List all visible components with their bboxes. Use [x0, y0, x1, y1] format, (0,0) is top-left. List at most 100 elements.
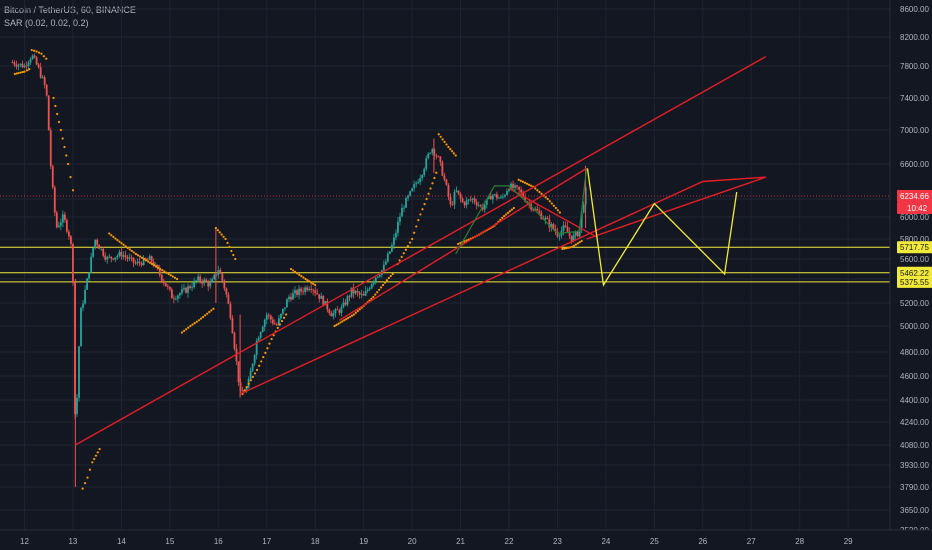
candle-body [128, 257, 131, 259]
candle-body [284, 307, 286, 309]
price-tick-label: 4800.00 [900, 348, 929, 357]
sar-dot [450, 150, 454, 153]
sar-dot [61, 137, 64, 140]
sar-dot [35, 50, 38, 53]
sar-dot [157, 266, 160, 269]
sar-dot [185, 328, 188, 331]
sar-dot [306, 279, 309, 282]
candle-body [253, 355, 256, 364]
candle-body [451, 204, 454, 206]
candle-body [21, 63, 24, 68]
sar-dot [354, 311, 357, 314]
sar-dot [568, 246, 572, 249]
sar-dot [419, 213, 422, 216]
sar-dot [280, 319, 284, 323]
sar-dot [146, 260, 150, 263]
green-wave-pattern [455, 168, 588, 255]
candle-body [219, 270, 222, 274]
sar-dot [264, 351, 267, 354]
sar-dot [182, 329, 186, 332]
trend-line [339, 167, 587, 321]
drawings[interactable] [75, 55, 767, 446]
candle-body [554, 229, 557, 232]
candle-body [158, 268, 161, 275]
candle-body [51, 166, 54, 188]
sar-dot [548, 200, 551, 203]
candle-body [144, 258, 147, 260]
price-tick-label: 7800.00 [900, 62, 929, 71]
candle-body [53, 187, 56, 213]
sar-dot [439, 135, 442, 138]
time-tick-label: 22 [505, 537, 514, 546]
sar-dot [116, 239, 119, 242]
sar-dot [427, 192, 430, 195]
price-tick-label: 5800.00 [900, 235, 929, 244]
candle-body [195, 280, 197, 282]
sar-dot [136, 254, 140, 257]
sar-dot [88, 468, 92, 471]
price-tick-label: 7000.00 [900, 126, 929, 135]
sar-dot [201, 315, 205, 319]
candle-body [37, 64, 40, 68]
sar-dot [347, 316, 350, 320]
sar-dot [454, 154, 457, 157]
sar-dot [530, 184, 533, 187]
sar-dot [300, 275, 303, 278]
candle-body [439, 156, 442, 163]
candle-body [203, 279, 206, 284]
candle-body [538, 210, 541, 213]
candle-body [473, 198, 476, 203]
candle-body [251, 363, 254, 371]
sar-dot [400, 255, 403, 258]
candle-body [415, 183, 418, 185]
candle-body [310, 288, 313, 290]
candle-body [445, 179, 448, 185]
sar-dot [142, 257, 146, 261]
candle-body [275, 324, 278, 326]
time-tick-label: 18 [311, 537, 320, 546]
sar-dot [208, 310, 211, 314]
candle-body [463, 202, 466, 206]
candle-body [259, 332, 262, 338]
level-price-tag-bg [897, 241, 932, 254]
sar-dot [52, 96, 55, 100]
sar-dot [165, 271, 168, 274]
time-tick-label: 20 [408, 537, 417, 546]
sar-dot [445, 143, 448, 146]
candle-body [477, 205, 480, 207]
candle-body [63, 214, 66, 220]
candle-body [249, 370, 252, 380]
sar-dot [302, 276, 305, 279]
level-price-tag-bg [897, 266, 932, 279]
sar-dot [93, 457, 96, 461]
candle-body [338, 310, 341, 313]
candle-body [47, 95, 50, 131]
time-tick-label: 17 [262, 537, 271, 546]
candle-body [485, 198, 488, 205]
candle-body [348, 296, 351, 298]
sar-dot [404, 248, 407, 251]
time-axis[interactable]: 12 13 14 15 16 17 18 19 20 21 22 23 24 25 26 27 28 29 [0, 529, 932, 550]
candle-body [96, 239, 99, 245]
candle-body [43, 77, 46, 85]
candle-body [397, 221, 399, 233]
candle-body [405, 198, 407, 208]
sar-dot [525, 182, 529, 185]
candle-body [292, 293, 294, 300]
sar-dot [122, 243, 125, 246]
sar-dot [556, 209, 559, 212]
sar-dot [222, 235, 225, 238]
price-tick-label: 8200.00 [900, 33, 929, 42]
candle-body [441, 162, 444, 176]
price-axis[interactable]: 3520.003650.003790.003930.004080.004240.… [889, 0, 932, 550]
sar-dot [132, 251, 135, 254]
candle-body [181, 289, 183, 294]
candle-body [362, 294, 365, 296]
candle-body [427, 153, 430, 159]
candle-body [578, 228, 581, 237]
sar-dot [138, 255, 142, 258]
sar-dot [226, 241, 229, 245]
sar-dot [260, 360, 263, 363]
sar-dot [413, 231, 416, 234]
